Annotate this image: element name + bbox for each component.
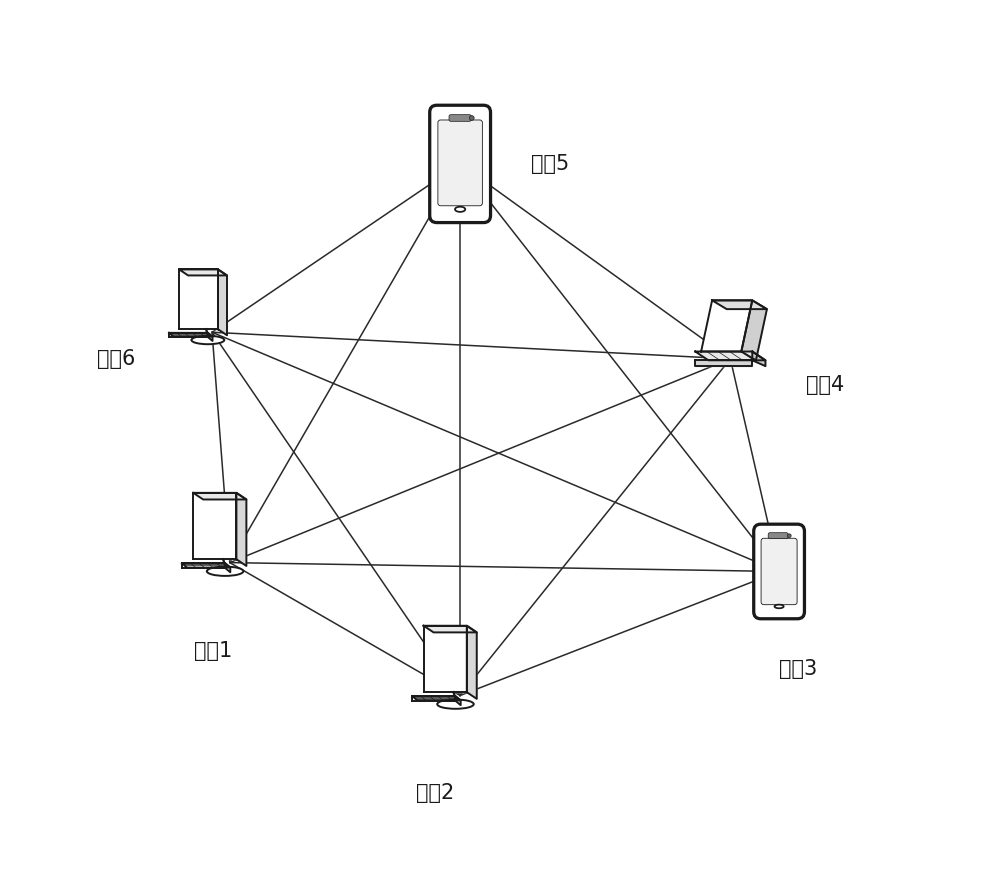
Polygon shape bbox=[179, 269, 218, 330]
Polygon shape bbox=[208, 333, 213, 341]
Polygon shape bbox=[467, 626, 477, 699]
Ellipse shape bbox=[455, 206, 465, 212]
Polygon shape bbox=[712, 300, 767, 309]
Polygon shape bbox=[424, 626, 467, 692]
Polygon shape bbox=[169, 333, 208, 337]
FancyBboxPatch shape bbox=[754, 525, 804, 618]
Text: 终焰4: 终焰4 bbox=[806, 376, 844, 395]
Polygon shape bbox=[695, 361, 752, 366]
FancyBboxPatch shape bbox=[768, 532, 788, 539]
Ellipse shape bbox=[437, 700, 474, 709]
FancyBboxPatch shape bbox=[761, 539, 797, 604]
Polygon shape bbox=[236, 493, 246, 566]
Circle shape bbox=[469, 116, 474, 120]
Ellipse shape bbox=[207, 567, 243, 576]
Ellipse shape bbox=[191, 336, 224, 344]
Text: 终焰1: 终焰1 bbox=[194, 641, 233, 661]
Ellipse shape bbox=[775, 604, 784, 609]
Polygon shape bbox=[193, 493, 236, 559]
Polygon shape bbox=[752, 352, 765, 366]
FancyBboxPatch shape bbox=[430, 105, 491, 222]
Polygon shape bbox=[741, 300, 767, 361]
Polygon shape bbox=[424, 626, 477, 633]
Text: 终焰3: 终焰3 bbox=[779, 659, 817, 679]
Polygon shape bbox=[455, 696, 461, 705]
Polygon shape bbox=[182, 563, 230, 568]
Polygon shape bbox=[218, 269, 227, 335]
Polygon shape bbox=[179, 269, 227, 276]
Polygon shape bbox=[412, 696, 455, 701]
Text: 终焰2: 终焰2 bbox=[416, 783, 454, 803]
Polygon shape bbox=[701, 300, 752, 352]
Text: 终焰6: 终焰6 bbox=[97, 349, 135, 369]
FancyBboxPatch shape bbox=[438, 120, 482, 206]
Text: 终焰5: 终焰5 bbox=[531, 154, 569, 174]
FancyBboxPatch shape bbox=[449, 114, 471, 121]
Polygon shape bbox=[225, 563, 230, 572]
Polygon shape bbox=[182, 563, 225, 568]
Polygon shape bbox=[193, 493, 246, 500]
Polygon shape bbox=[695, 352, 765, 361]
Polygon shape bbox=[412, 696, 461, 701]
Polygon shape bbox=[169, 333, 213, 337]
Circle shape bbox=[787, 534, 791, 538]
